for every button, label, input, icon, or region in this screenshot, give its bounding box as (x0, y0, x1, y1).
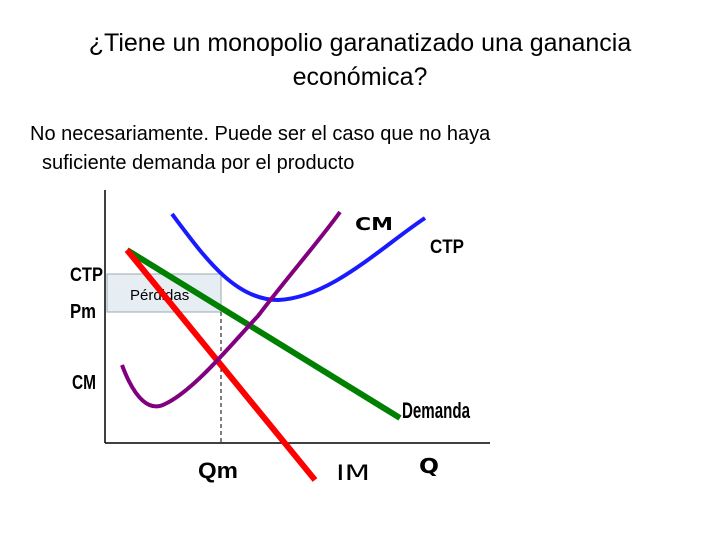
demanda-label: Demanda (402, 398, 471, 423)
q-label: Q (419, 454, 439, 478)
title-line-2: económica? (292, 63, 428, 91)
cm-axis-label: CM (72, 372, 96, 394)
title-line-1: ¿Tiene un monopolio garanatizado una gan… (88, 29, 632, 57)
pm-axis-label: Pm (70, 301, 96, 323)
ctp-curve (170, 212, 427, 303)
body-line-1: No necesariamente. Puede ser el caso que… (30, 123, 491, 145)
cm-curve (120, 210, 342, 409)
im-curve (124, 248, 318, 482)
perdidas-label: Pérdidas (130, 287, 189, 304)
qm-label: Qm (198, 458, 238, 483)
ctp-axis-label: CTP (70, 265, 103, 286)
body-line-2: suficiente demanda por el producto (42, 152, 355, 174)
ctp-curve-label: CTP (430, 237, 464, 258)
slide-title: ¿Tiene un monopolio garanatizado una gan… (30, 26, 690, 94)
im-label: IM (336, 461, 370, 485)
cm-curve-label: CM (355, 214, 393, 235)
slide-body: No necesariamente. Puede ser el caso que… (30, 120, 670, 178)
demand-curve (125, 247, 402, 421)
